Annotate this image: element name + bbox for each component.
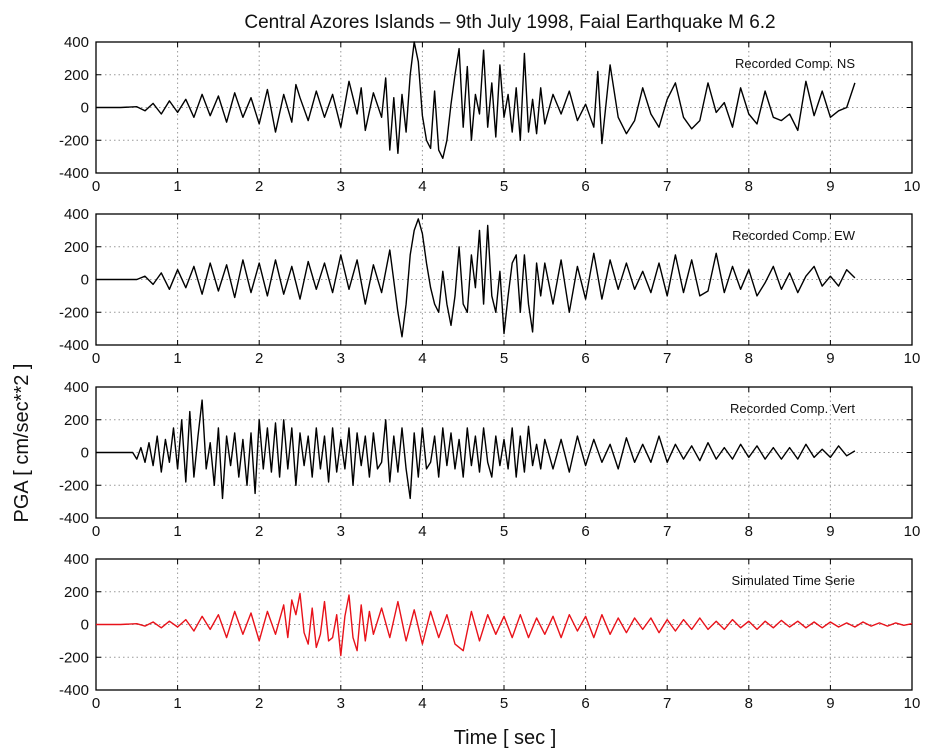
x-tick-label: 10: [904, 350, 921, 367]
y-tick-label: -200: [59, 649, 89, 666]
y-tick-label: 400: [64, 379, 89, 396]
series-label: Recorded Comp. EW: [732, 228, 856, 243]
series-line: [96, 592, 913, 657]
x-tick-label: 2: [255, 523, 263, 540]
x-tick-label: 5: [500, 695, 508, 712]
x-tick-label: 5: [500, 350, 508, 367]
x-tick-label: 0: [92, 178, 100, 195]
x-tick-label: 9: [826, 695, 834, 712]
y-tick-label: -400: [59, 510, 89, 527]
x-tick-label: 8: [745, 178, 753, 195]
x-tick-label: 3: [337, 350, 345, 367]
y-tick-label: 0: [81, 100, 89, 117]
x-tick-label: 0: [92, 350, 100, 367]
x-tick-label: 2: [255, 695, 263, 712]
series-label: Simulated Time Serie: [731, 573, 855, 588]
x-tick-label: 10: [904, 523, 921, 540]
y-tick-label: 200: [64, 412, 89, 429]
y-tick-label: 400: [64, 206, 89, 223]
x-tick-label: 8: [745, 350, 753, 367]
x-tick-label: 1: [173, 178, 181, 195]
x-tick-label: 7: [663, 695, 671, 712]
y-tick-label: 400: [64, 551, 89, 568]
x-tick-label: 4: [418, 350, 426, 367]
x-tick-label: 9: [826, 350, 834, 367]
x-tick-label: 4: [418, 178, 426, 195]
figure-title: Central Azores Islands – 9th July 1998, …: [244, 12, 775, 33]
x-tick-label: 8: [745, 523, 753, 540]
series-label: Recorded Comp. NS: [735, 56, 855, 71]
y-tick-label: 0: [81, 272, 89, 289]
panel-1: 0 1 2 3 4 5 6 7 8 9 10 -400 -200 0 200 400 Recorded Comp…: [59, 34, 920, 195]
x-tick-label: 7: [663, 178, 671, 195]
y-axis-label: PGA [ cm/sec**2 ]: [11, 364, 33, 523]
x-tick-label: 2: [255, 350, 263, 367]
x-tick-label: 0: [92, 523, 100, 540]
y-tick-label: 200: [64, 584, 89, 601]
panel-2: 0 1 2 3 4 5 6 7 8 9 10 -400 -200 0 200 400 Recorded Comp…: [59, 206, 920, 367]
y-tick-label: -200: [59, 304, 89, 321]
y-tick-label: -200: [59, 132, 89, 149]
series-line: [96, 41, 856, 160]
x-tick-label: 0: [92, 695, 100, 712]
x-tick-label: 6: [581, 523, 589, 540]
x-tick-label: 3: [337, 695, 345, 712]
x-tick-label: 6: [581, 350, 589, 367]
series-line: [96, 218, 856, 338]
x-tick-label: 10: [904, 695, 921, 712]
series-label: Recorded Comp. Vert: [730, 401, 855, 416]
x-tick-label: 6: [581, 695, 589, 712]
x-tick-label: 1: [173, 523, 181, 540]
panel-3: 0 1 2 3 4 5 6 7 8 9 10 -400 -200 0 200 400 Recorded Comp…: [59, 379, 920, 540]
y-tick-label: 0: [81, 617, 89, 634]
y-tick-label: -400: [59, 165, 89, 182]
x-tick-label: 4: [418, 695, 426, 712]
x-tick-label: 3: [337, 523, 345, 540]
y-tick-label: 200: [64, 67, 89, 84]
x-tick-label: 7: [663, 350, 671, 367]
y-tick-label: -400: [59, 682, 89, 699]
x-tick-label: 5: [500, 178, 508, 195]
x-tick-label: 8: [745, 695, 753, 712]
series-line: [96, 399, 856, 500]
x-tick-label: 4: [418, 523, 426, 540]
x-tick-label: 1: [173, 350, 181, 367]
x-tick-label: 6: [581, 178, 589, 195]
y-tick-label: 0: [81, 445, 89, 462]
y-tick-label: 200: [64, 239, 89, 256]
x-tick-label: 2: [255, 178, 263, 195]
x-tick-label: 5: [500, 523, 508, 540]
x-tick-label: 1: [173, 695, 181, 712]
x-tick-label: 10: [904, 178, 921, 195]
x-tick-label: 3: [337, 178, 345, 195]
x-tick-label: 7: [663, 523, 671, 540]
x-axis-label: Time [ sec ]: [454, 727, 557, 749]
x-tick-label: 9: [826, 523, 834, 540]
panel-4: 0 1 2 3 4 5 6 7 8 9 10 -400 -200 0 200 400 Simulated Tim…: [59, 551, 920, 712]
y-tick-label: -200: [59, 477, 89, 494]
y-tick-label: -400: [59, 337, 89, 354]
x-tick-label: 9: [826, 178, 834, 195]
y-tick-label: 400: [64, 34, 89, 51]
